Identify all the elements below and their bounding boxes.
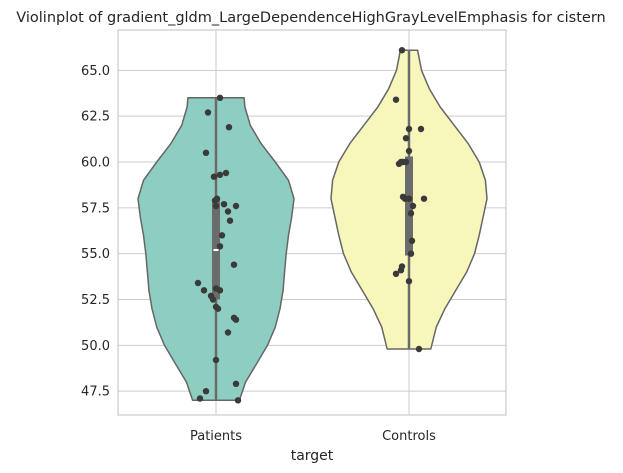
data-point [405,195,413,202]
y-tick-label: 50.0 [81,339,110,354]
data-point [408,237,416,244]
data-point [407,250,415,257]
data-point [232,316,240,323]
data-point [211,197,219,204]
data-point [230,261,238,268]
data-point [204,109,212,116]
data-point [202,149,210,156]
chart-title: Violinplot of gradient_gldm_LargeDepende… [16,10,605,26]
data-point [210,173,218,180]
data-point [397,267,405,274]
data-point [398,47,406,54]
data-point [200,287,208,294]
data-point [226,217,234,224]
violins [137,49,488,402]
iqr-box-controls [405,156,413,256]
data-point [202,388,210,395]
data-point [232,380,240,387]
data-point [216,287,224,294]
data-point [405,278,413,285]
data-point [220,201,228,208]
y-tick-label: 55.0 [81,247,110,262]
data-point [409,202,417,210]
data-point [415,345,423,353]
y-tick-label: 62.5 [81,110,110,125]
data-point [212,202,220,210]
data-point [397,158,405,166]
y-tick-label: 52.5 [81,293,110,308]
data-point [224,329,232,336]
data-point [194,279,202,287]
x-tick-label: Controls [382,429,436,444]
x-axis-label: target [291,448,334,464]
data-point [216,171,224,178]
data-point [392,96,400,103]
data-point [216,94,224,102]
data-point [420,195,428,202]
data-point [214,305,222,312]
data-point [212,356,220,364]
y-tick-label: 60.0 [81,156,110,171]
data-point [216,243,224,250]
y-tick-label: 65.0 [81,64,110,79]
plot-frame [117,29,507,416]
x-tick-labels: Patients Controls [190,429,436,444]
data-point [234,397,242,404]
data-point [417,125,425,133]
data-point [222,169,230,177]
y-tick-label: 47.5 [81,385,110,400]
data-point [402,135,410,142]
data-point [196,395,204,402]
data-point [407,210,415,217]
data-point [405,125,413,133]
x-tick-label: Patients [190,429,242,444]
data-point [225,124,233,131]
data-points [194,47,428,404]
data-point [218,232,226,239]
y-tick-labels: 47.5 50.0 52.5 55.0 57.5 60.0 62.5 65.0 [81,64,110,400]
data-point [224,208,232,215]
y-tick-label: 57.5 [81,201,110,216]
data-point [392,270,400,277]
data-point [405,147,413,155]
data-point [209,296,217,303]
median-marker-patients [213,249,219,251]
data-point [232,202,240,210]
